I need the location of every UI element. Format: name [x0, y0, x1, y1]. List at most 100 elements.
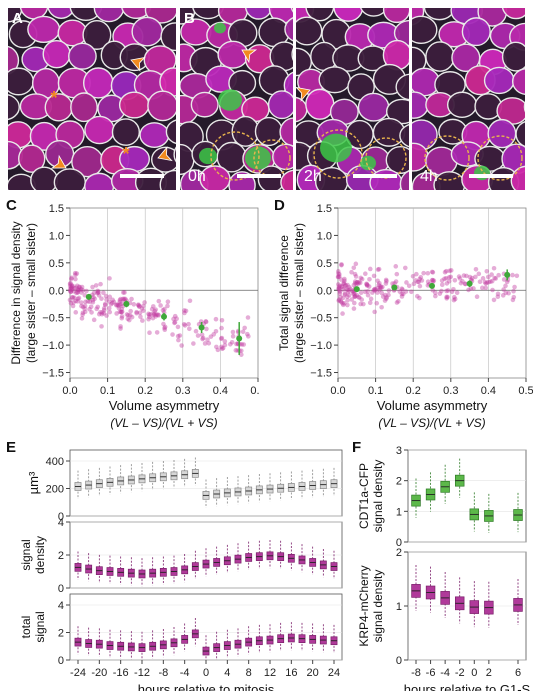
data-point: [98, 281, 103, 287]
x-axis-label-line1: Volume asymmetry: [109, 398, 220, 413]
cell: [30, 166, 59, 190]
y-axis-label-line2: (large sister – small sister): [292, 223, 306, 363]
cell: [483, 66, 515, 95]
data-point: [375, 290, 380, 295]
y-tick-label: 0: [396, 655, 402, 667]
data-point: [491, 297, 497, 303]
x-tick-label: 16: [285, 667, 297, 679]
data-point: [406, 283, 412, 289]
cell: [139, 122, 170, 148]
data-point: [149, 306, 155, 312]
data-point: [219, 346, 225, 352]
data-point: [68, 286, 73, 292]
x-tick-label: 0.2: [406, 385, 421, 397]
cell: [395, 73, 409, 101]
data-point: [444, 296, 450, 301]
data-point: [68, 285, 74, 290]
data-point: [111, 299, 117, 305]
cell: [523, 101, 525, 113]
data-point: [96, 311, 102, 317]
data-point: [488, 279, 493, 284]
data-point: [367, 300, 373, 306]
data-point: [418, 275, 424, 280]
data-point: [425, 279, 431, 284]
data-point: [120, 296, 126, 302]
data-point: [445, 288, 451, 293]
data-point: [136, 302, 141, 307]
data-point: [337, 274, 342, 279]
data-point: [364, 281, 369, 287]
data-point: [501, 277, 507, 282]
panel-letter: E: [6, 439, 16, 456]
data-point: [154, 312, 159, 317]
data-point: [146, 312, 152, 318]
data-point: [75, 287, 81, 293]
data-point: [246, 334, 251, 339]
data-point: [417, 295, 422, 301]
data-point: [79, 303, 84, 309]
data-point: [183, 308, 189, 314]
panel-letter: F: [352, 439, 361, 456]
data-point: [98, 309, 103, 315]
data-point: [91, 290, 97, 296]
data-point: [187, 326, 192, 332]
cell: [279, 117, 293, 147]
chart-d: 0.0 0.1 0.2 0.3 0.4 0.5 −1.5 −1.0 −0.5 0.0 0.5 1.0 1…: [274, 197, 533, 430]
data-point: [382, 298, 388, 303]
data-point: [99, 311, 105, 317]
data-point: [474, 294, 480, 300]
data-point: [350, 291, 356, 296]
data-point: [90, 297, 96, 303]
cell: [93, 8, 125, 23]
data-point: [187, 298, 193, 304]
cell: [68, 42, 97, 70]
binned-mean: [236, 335, 243, 342]
cell: [412, 15, 438, 45]
data-point: [182, 323, 188, 328]
y-tick-label: 1.0: [49, 230, 64, 242]
y-tick-label: 0: [58, 655, 64, 667]
data-point: [492, 275, 497, 281]
cell: [8, 45, 20, 75]
y-tick-label: 0.5: [49, 258, 64, 270]
data-point: [352, 294, 358, 299]
cell: [284, 17, 293, 42]
cell: [385, 146, 409, 174]
data-point: [451, 297, 457, 303]
data-point: [75, 296, 81, 302]
data-point: [353, 293, 358, 299]
cell: [399, 170, 409, 190]
data-point: [377, 287, 382, 293]
x-tick-label: 0.4: [481, 385, 496, 397]
data-point: [476, 271, 482, 277]
data-point: [137, 310, 143, 316]
data-point: [69, 275, 75, 281]
binned-mean: [391, 284, 398, 291]
data-point: [72, 286, 77, 291]
data-point: [131, 302, 137, 307]
data-point: [402, 265, 408, 271]
y-tick-label: 1: [396, 506, 402, 518]
data-point: [437, 291, 443, 296]
data-point: [495, 291, 501, 297]
data-point: [80, 310, 86, 316]
data-point: [377, 280, 382, 286]
binned-mean: [85, 293, 92, 300]
y-axis-label-line2: (large sister – small sister): [24, 223, 38, 363]
data-point: [358, 301, 363, 307]
data-point: [346, 288, 352, 293]
data-point: [473, 274, 478, 280]
cell: [487, 118, 517, 149]
data-point: [367, 266, 373, 272]
data-point: [74, 283, 80, 289]
data-point: [91, 294, 96, 300]
x-tick-label: 0.2: [138, 385, 153, 397]
data-point: [336, 298, 342, 303]
data-point: [153, 307, 158, 312]
data-point: [154, 330, 160, 335]
plot-area: [69, 207, 259, 379]
data-point: [82, 309, 88, 315]
data-point: [119, 309, 125, 315]
data-point: [162, 324, 168, 330]
data-point: [104, 297, 109, 302]
